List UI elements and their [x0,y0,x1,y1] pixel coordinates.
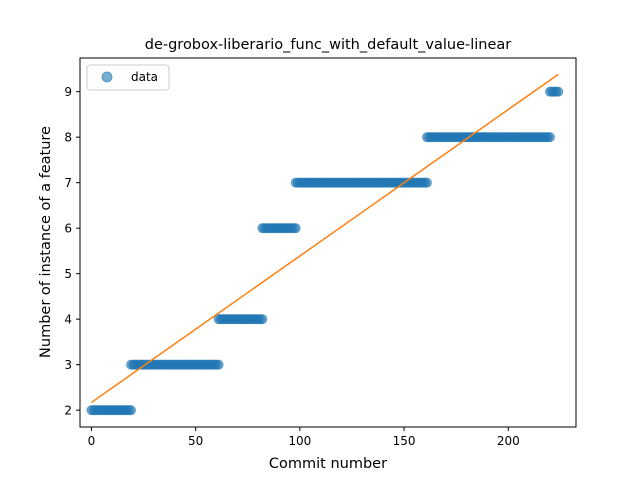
legend: data [86,64,170,91]
data-point [553,86,564,97]
data-point [421,177,432,188]
legend-marker-data [101,71,113,83]
x-tick-label: 200 [497,434,520,448]
y-tick-label: 9 [64,85,72,99]
data-point [126,405,137,416]
legend-box [86,64,170,91]
y-tick-label: 3 [64,358,72,372]
y-tick-label: 4 [64,313,72,327]
axes-frame [79,57,577,428]
x-axis-label: Commit number [269,456,387,472]
data-point [290,223,301,234]
y-tick-label: 2 [64,404,72,418]
data-point [257,314,268,325]
y-axis-label: Number of instance of a feature [38,126,54,358]
x-axis-ticks: 0 50 100 150 200 [88,427,520,448]
y-tick-label: 8 [64,131,72,145]
x-tick-label: 50 [188,434,203,448]
fit-line [91,73,559,404]
chart-title: de-grobox-liberario_func_with_default_va… [145,37,512,53]
x-tick-label: 0 [88,434,96,448]
x-tick-label: 100 [288,434,311,448]
legend-label-data: data [131,70,158,84]
plot-area [86,73,564,416]
y-axis-ticks: 2 3 4 5 6 7 8 9 [64,85,80,418]
y-tick-label: 6 [64,222,72,236]
y-tick-label: 5 [64,267,72,281]
y-tick-label: 7 [64,176,72,190]
data-point [544,132,555,143]
data-point [213,359,224,370]
x-tick-label: 150 [393,434,416,448]
